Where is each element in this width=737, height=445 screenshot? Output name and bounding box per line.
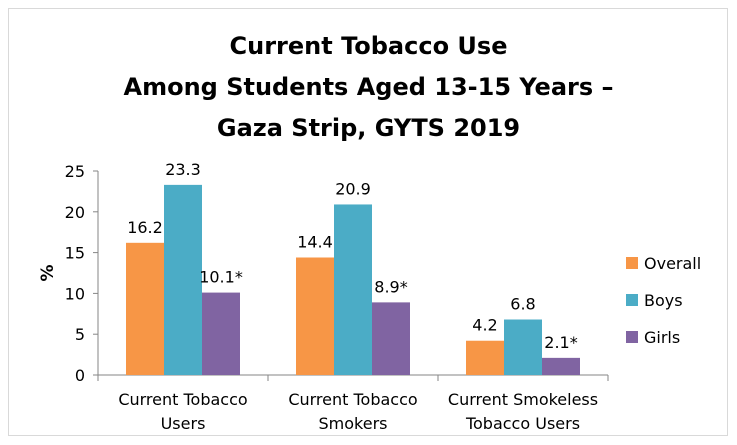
bar-girls xyxy=(202,292,240,375)
legend-swatch-overall xyxy=(626,257,638,269)
chart-bars xyxy=(126,184,580,375)
x-category-label: Smokers xyxy=(319,414,388,433)
y-tick-label: 25 xyxy=(65,162,85,181)
x-category-label: Users xyxy=(161,414,206,433)
chart-title-line-3: Gaza Strip, GYTS 2019 xyxy=(216,114,521,142)
bar-overall xyxy=(296,257,334,375)
bar-data-label: 20.9 xyxy=(335,179,371,198)
bar-boys xyxy=(334,204,372,375)
bar-data-label: 6.8 xyxy=(510,295,535,314)
chart-data-labels: 16.2 14.4 4.2 23.3 20.9 6.8 10.1* 8.9* 2.1* xyxy=(127,160,578,352)
legend-label-overall: Overall xyxy=(644,254,701,273)
chart-title-line-2: Among Students Aged 13-15 Years – xyxy=(123,73,614,101)
bar-boys xyxy=(164,184,202,375)
bar-overall xyxy=(126,242,164,375)
chart-legend: Overall Boys Girls xyxy=(626,254,701,347)
bar-overall xyxy=(466,340,504,375)
legend-swatch-girls xyxy=(626,331,638,343)
chart-axes: 0 5 10 15 20 25% Current Tobacco Users Current T… xyxy=(38,162,609,433)
legend-label-girls: Girls xyxy=(644,328,680,347)
bar-girls xyxy=(542,357,580,375)
y-tick-label: 15 xyxy=(65,244,85,263)
y-tick-label: 5 xyxy=(75,325,85,344)
legend-label-boys: Boys xyxy=(644,291,683,310)
bar-data-label: 14.4 xyxy=(297,232,333,251)
bar-data-label: 16.2 xyxy=(127,218,163,237)
y-axis-title: % xyxy=(38,264,58,281)
x-category-label: Current Smokeless xyxy=(448,390,598,409)
bar-data-label: 2.1* xyxy=(544,333,577,352)
bar-girls xyxy=(372,302,410,375)
bar-data-label: 10.1* xyxy=(199,268,243,287)
bar-data-label: 23.3 xyxy=(165,160,201,179)
x-category-label: Current Tobacco xyxy=(288,390,417,409)
x-category-label: Current Tobacco xyxy=(118,390,247,409)
legend-swatch-boys xyxy=(626,294,638,306)
y-tick-label: 0 xyxy=(75,366,85,385)
x-category-label: Tobacco Users xyxy=(465,414,580,433)
bar-data-label: 8.9* xyxy=(374,277,407,296)
y-tick-label: 20 xyxy=(65,203,85,222)
y-tick-label: 10 xyxy=(65,284,85,303)
chart-title-line-1: Current Tobacco Use xyxy=(229,32,508,60)
bar-data-label: 4.2 xyxy=(472,316,497,335)
bar-boys xyxy=(504,319,542,375)
